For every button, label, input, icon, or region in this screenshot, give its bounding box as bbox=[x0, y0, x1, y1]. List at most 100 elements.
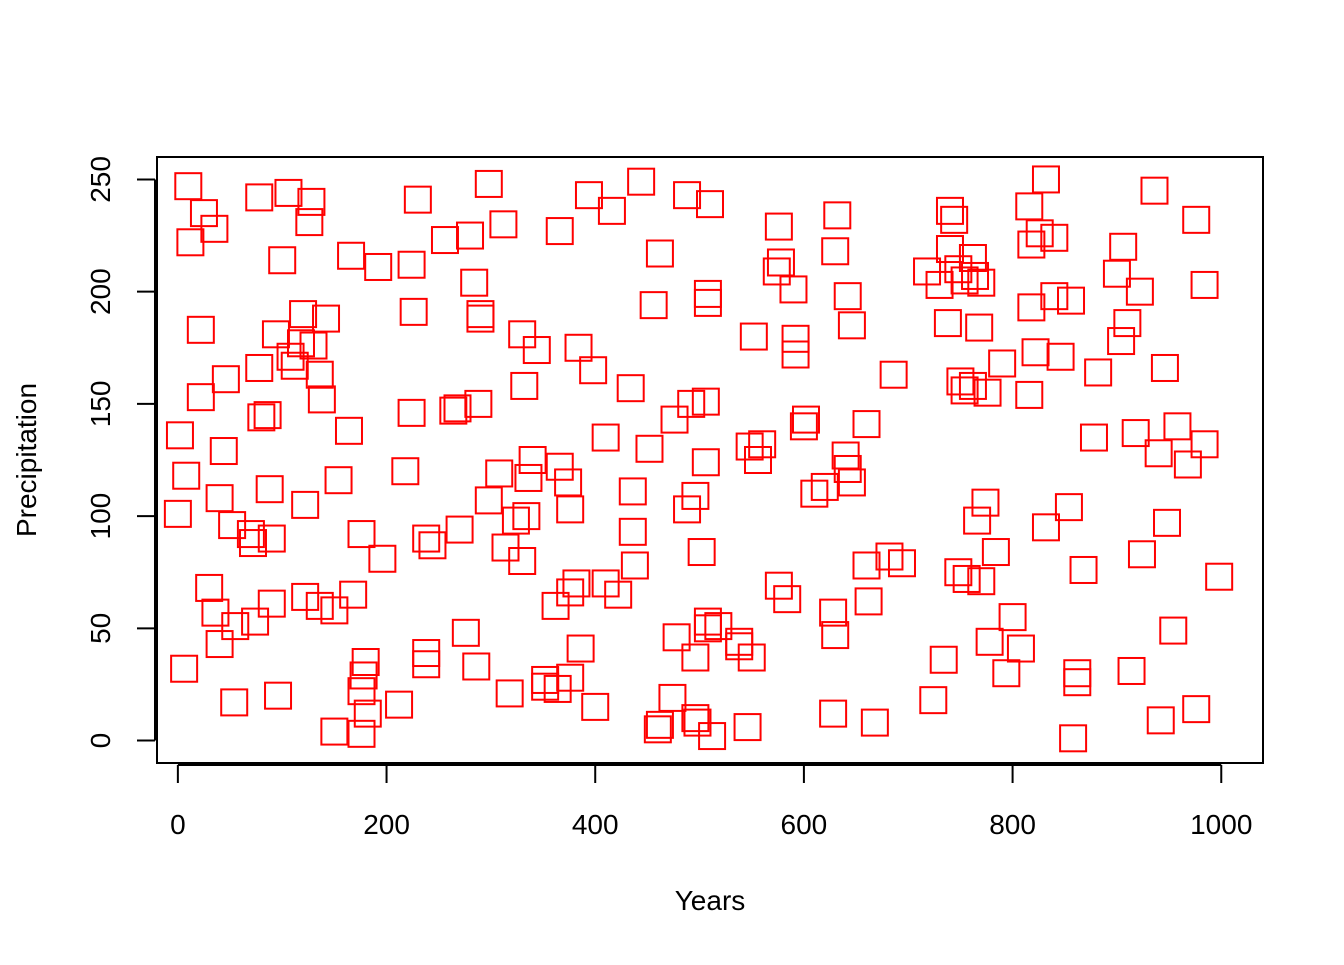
data-point bbox=[781, 340, 810, 369]
data-point bbox=[800, 479, 829, 508]
data-point bbox=[241, 607, 270, 636]
data-point bbox=[1150, 353, 1179, 382]
data-point bbox=[554, 468, 583, 497]
data-point bbox=[253, 401, 282, 430]
data-point bbox=[297, 187, 326, 216]
data-point bbox=[1109, 232, 1138, 261]
data-point bbox=[238, 529, 267, 558]
data-point bbox=[289, 300, 318, 329]
data-point bbox=[1015, 380, 1044, 409]
data-point bbox=[833, 282, 862, 311]
data-point bbox=[218, 511, 247, 540]
data-point bbox=[616, 374, 645, 403]
data-point bbox=[1031, 513, 1060, 542]
data-point bbox=[545, 452, 574, 481]
data-point bbox=[958, 244, 987, 272]
data-point bbox=[353, 699, 382, 728]
data-point bbox=[691, 387, 720, 416]
data-point bbox=[1121, 419, 1150, 448]
data-point bbox=[591, 423, 620, 452]
data-point bbox=[320, 717, 349, 746]
data-point bbox=[693, 614, 722, 643]
data-point bbox=[733, 713, 762, 742]
data-point bbox=[973, 378, 1002, 407]
data-point bbox=[337, 241, 366, 270]
data-point bbox=[257, 589, 286, 618]
y-tick-label: 50 bbox=[85, 613, 116, 644]
data-point bbox=[1163, 412, 1192, 441]
data-point bbox=[1057, 286, 1086, 315]
data-point bbox=[662, 623, 691, 652]
data-point bbox=[819, 699, 848, 728]
data-point bbox=[821, 621, 850, 650]
data-point bbox=[518, 446, 547, 474]
data-point bbox=[683, 708, 712, 737]
data-point bbox=[339, 580, 368, 609]
data-point bbox=[975, 627, 1004, 656]
data-point bbox=[1125, 277, 1154, 306]
data-point bbox=[474, 486, 503, 515]
data-point bbox=[660, 405, 689, 434]
data-point bbox=[823, 201, 852, 230]
data-point bbox=[998, 603, 1027, 632]
data-point bbox=[324, 466, 353, 495]
data-point bbox=[556, 578, 585, 607]
data-point bbox=[418, 531, 447, 560]
data-point bbox=[743, 446, 772, 474]
data-point bbox=[693, 279, 722, 308]
x-axis: 0 200 400 600 800 1000 bbox=[170, 764, 1252, 840]
data-point bbox=[620, 551, 649, 580]
data-point bbox=[397, 398, 426, 427]
data-point bbox=[334, 416, 363, 445]
data-point bbox=[971, 488, 1000, 517]
data-point bbox=[935, 196, 964, 225]
data-point bbox=[1040, 223, 1069, 252]
data-point bbox=[965, 313, 994, 342]
data-point bbox=[364, 252, 393, 281]
data-point bbox=[174, 172, 203, 201]
data-point bbox=[961, 261, 990, 290]
data-point bbox=[696, 190, 724, 219]
data-point bbox=[514, 463, 543, 492]
x-tick-label: 1000 bbox=[1190, 809, 1252, 840]
data-point bbox=[485, 459, 514, 488]
data-point bbox=[1015, 192, 1044, 221]
data-point bbox=[981, 538, 1010, 567]
data-point bbox=[781, 324, 810, 353]
data-point bbox=[347, 520, 376, 549]
data-point bbox=[211, 365, 240, 394]
data-point bbox=[879, 360, 908, 389]
data-point bbox=[1040, 282, 1069, 311]
data-point bbox=[1054, 493, 1083, 522]
data-point bbox=[1107, 327, 1136, 356]
data-point bbox=[773, 585, 802, 614]
data-point bbox=[967, 567, 996, 596]
data-point bbox=[209, 437, 238, 466]
data-point bbox=[681, 643, 710, 672]
data-point bbox=[1021, 338, 1050, 367]
data-point bbox=[748, 430, 777, 459]
data-point bbox=[205, 484, 234, 513]
data-point bbox=[789, 412, 818, 441]
data-point bbox=[658, 683, 687, 712]
data-point bbox=[274, 178, 303, 207]
data-point bbox=[276, 342, 305, 371]
data-point bbox=[693, 607, 722, 636]
data-point bbox=[1113, 309, 1142, 338]
y-axis: 0 50 100 150 200 250 bbox=[85, 156, 156, 748]
data-point bbox=[501, 506, 530, 535]
data-point bbox=[1182, 695, 1211, 724]
data-point bbox=[456, 221, 485, 250]
data-point bbox=[929, 645, 958, 674]
data-point bbox=[489, 210, 518, 239]
data-point bbox=[643, 715, 672, 744]
data-point bbox=[854, 587, 883, 616]
data-point bbox=[399, 297, 428, 326]
data-point bbox=[958, 371, 987, 400]
data-point bbox=[186, 383, 215, 412]
data-point bbox=[195, 573, 224, 602]
points-layer bbox=[163, 165, 1234, 753]
data-point bbox=[268, 246, 297, 275]
data-point bbox=[1006, 634, 1035, 663]
